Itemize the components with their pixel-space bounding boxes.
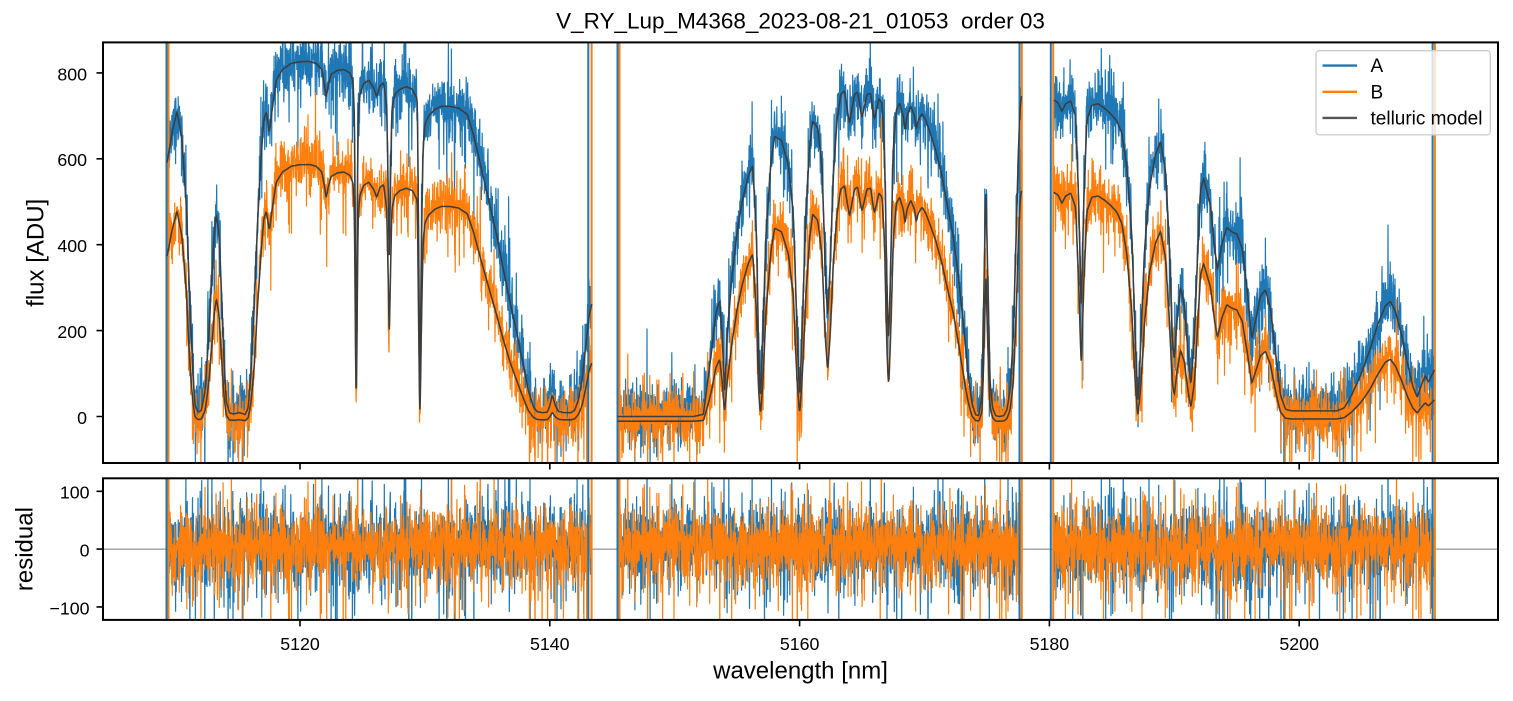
svg-text:5200: 5200 [1279,634,1319,654]
svg-text:5160: 5160 [780,634,820,654]
svg-text:telluric model: telluric model [1371,108,1483,129]
svg-text:B: B [1371,82,1384,103]
svg-text:200: 200 [57,322,87,342]
svg-text:5180: 5180 [1030,634,1070,654]
svg-text:600: 600 [57,150,87,170]
svg-text:400: 400 [57,236,87,256]
svg-text:800: 800 [57,64,87,84]
svg-text:A: A [1371,56,1384,77]
svg-text:5120: 5120 [280,634,320,654]
svg-text:V_RY_Lup_M4368_2023-08-21_0105: V_RY_Lup_M4368_2023-08-21_01053 order 03 [556,9,1045,34]
svg-text:−100: −100 [49,598,89,618]
svg-text:residual: residual [12,507,39,591]
svg-text:0: 0 [80,541,90,561]
svg-text:100: 100 [60,483,90,503]
svg-text:wavelength [nm]: wavelength [nm] [712,658,888,685]
svg-text:flux [ADU]: flux [ADU] [23,199,50,307]
svg-text:0: 0 [77,408,87,428]
svg-text:5140: 5140 [530,634,570,654]
